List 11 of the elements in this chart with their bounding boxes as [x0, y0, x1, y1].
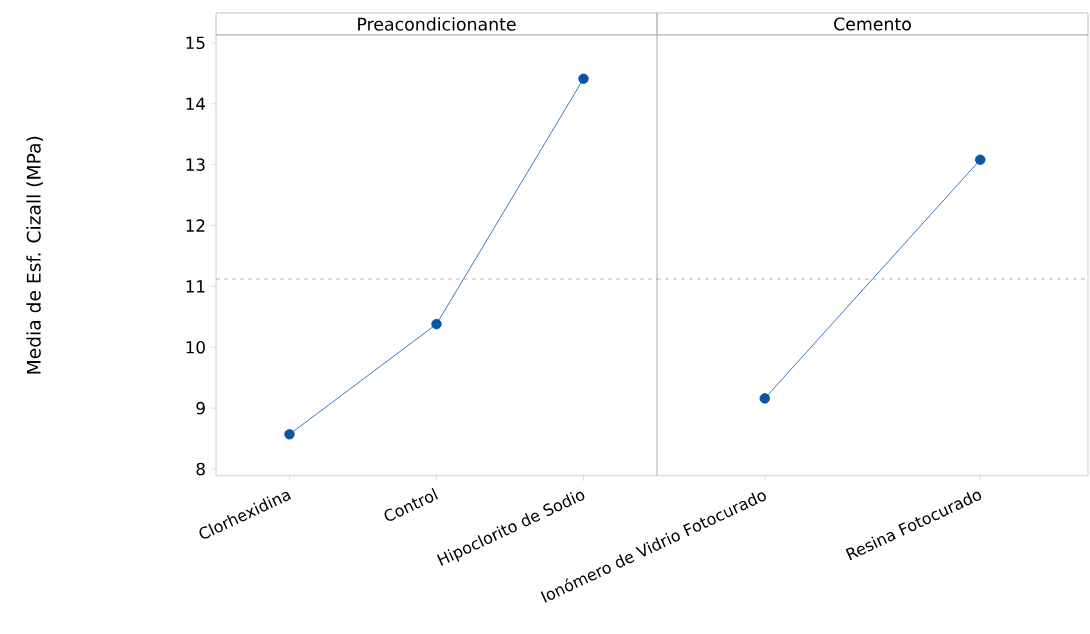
y-tick-label: 14 — [186, 97, 206, 110]
y-tick-label: 11 — [186, 280, 205, 293]
y-tick-label: 8 — [196, 462, 205, 476]
chart-title: Cemento — [834, 17, 911, 31]
y-tick-label: 15 — [186, 36, 205, 50]
y-tick-label: 10 — [186, 340, 205, 354]
chart-title: Preacondicionante — [358, 17, 516, 31]
y-tick-label: 9 — [196, 401, 205, 415]
y-tick-label: 13 — [186, 158, 205, 171]
y-tick-label: 12 — [186, 219, 205, 232]
y-axis-title: Media de Esf. Cizall (MPa) — [26, 136, 43, 374]
